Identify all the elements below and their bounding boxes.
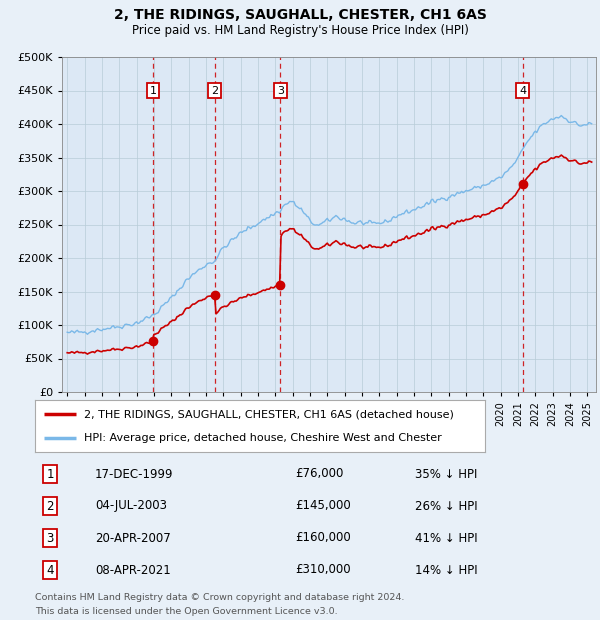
Text: £310,000: £310,000 bbox=[295, 564, 350, 577]
Text: 41% ↓ HPI: 41% ↓ HPI bbox=[415, 531, 478, 544]
Text: 3: 3 bbox=[277, 86, 284, 95]
Text: 2: 2 bbox=[211, 86, 218, 95]
Text: 4: 4 bbox=[519, 86, 526, 95]
Text: Contains HM Land Registry data © Crown copyright and database right 2024.: Contains HM Land Registry data © Crown c… bbox=[35, 593, 404, 602]
Text: 2, THE RIDINGS, SAUGHALL, CHESTER, CH1 6AS (detached house): 2, THE RIDINGS, SAUGHALL, CHESTER, CH1 6… bbox=[85, 409, 454, 419]
Text: £76,000: £76,000 bbox=[295, 467, 343, 481]
Text: 08-APR-2021: 08-APR-2021 bbox=[95, 564, 171, 577]
Text: 14% ↓ HPI: 14% ↓ HPI bbox=[415, 564, 478, 577]
Text: 17-DEC-1999: 17-DEC-1999 bbox=[95, 467, 173, 481]
Text: 1: 1 bbox=[46, 467, 54, 481]
Text: 26% ↓ HPI: 26% ↓ HPI bbox=[415, 500, 478, 513]
Text: HPI: Average price, detached house, Cheshire West and Chester: HPI: Average price, detached house, Ches… bbox=[85, 433, 442, 443]
Text: 20-APR-2007: 20-APR-2007 bbox=[95, 531, 171, 544]
Text: 04-JUL-2003: 04-JUL-2003 bbox=[95, 500, 167, 513]
Text: Price paid vs. HM Land Registry's House Price Index (HPI): Price paid vs. HM Land Registry's House … bbox=[131, 24, 469, 37]
Text: £145,000: £145,000 bbox=[295, 500, 351, 513]
Text: 3: 3 bbox=[46, 531, 53, 544]
Text: 2, THE RIDINGS, SAUGHALL, CHESTER, CH1 6AS: 2, THE RIDINGS, SAUGHALL, CHESTER, CH1 6… bbox=[113, 8, 487, 22]
Text: 1: 1 bbox=[149, 86, 157, 95]
Text: £160,000: £160,000 bbox=[295, 531, 351, 544]
Text: 35% ↓ HPI: 35% ↓ HPI bbox=[415, 467, 478, 481]
Text: 2: 2 bbox=[46, 500, 54, 513]
Text: 4: 4 bbox=[46, 564, 54, 577]
Text: This data is licensed under the Open Government Licence v3.0.: This data is licensed under the Open Gov… bbox=[35, 607, 338, 616]
